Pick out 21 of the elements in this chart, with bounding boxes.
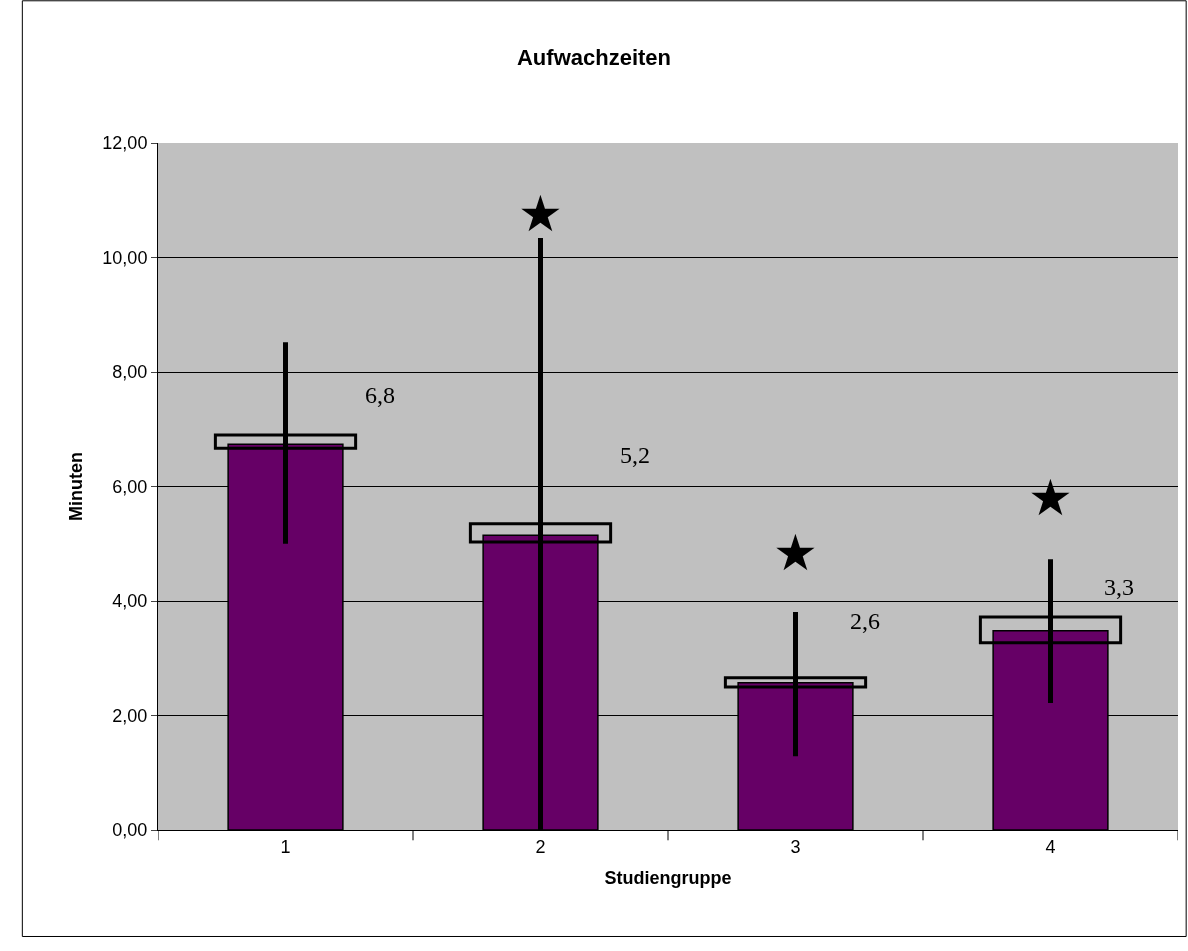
y-axis-title: Minuten bbox=[65, 452, 86, 521]
x-tick-label: 2 bbox=[535, 836, 546, 857]
annotation: 2,6 bbox=[850, 608, 880, 634]
x-tick-label: 1 bbox=[280, 836, 291, 857]
annotation: ★ bbox=[518, 185, 563, 243]
chart-title: Aufwachzeiten bbox=[516, 44, 672, 70]
x-tick-label: 4 bbox=[1045, 836, 1056, 857]
annotation: 5,2 bbox=[620, 442, 650, 468]
annotation: 6,8 bbox=[365, 382, 395, 408]
y-tick-label: 6,00 bbox=[112, 476, 148, 497]
y-tick-label: 8,00 bbox=[112, 362, 148, 383]
y-tick-label: 12,00 bbox=[102, 133, 148, 154]
y-tick-label: 2,00 bbox=[112, 705, 148, 726]
annotation: ★ bbox=[1028, 469, 1073, 527]
y-tick-label: 10,00 bbox=[102, 247, 148, 268]
annotation: 3,3 bbox=[1104, 574, 1134, 600]
y-tick-label: 4,00 bbox=[112, 591, 148, 612]
y-tick-label: 0,00 bbox=[112, 820, 148, 841]
x-axis-title: Studiengruppe bbox=[604, 867, 732, 888]
x-tick-label: 3 bbox=[790, 836, 801, 857]
annotation: ★ bbox=[773, 524, 818, 582]
